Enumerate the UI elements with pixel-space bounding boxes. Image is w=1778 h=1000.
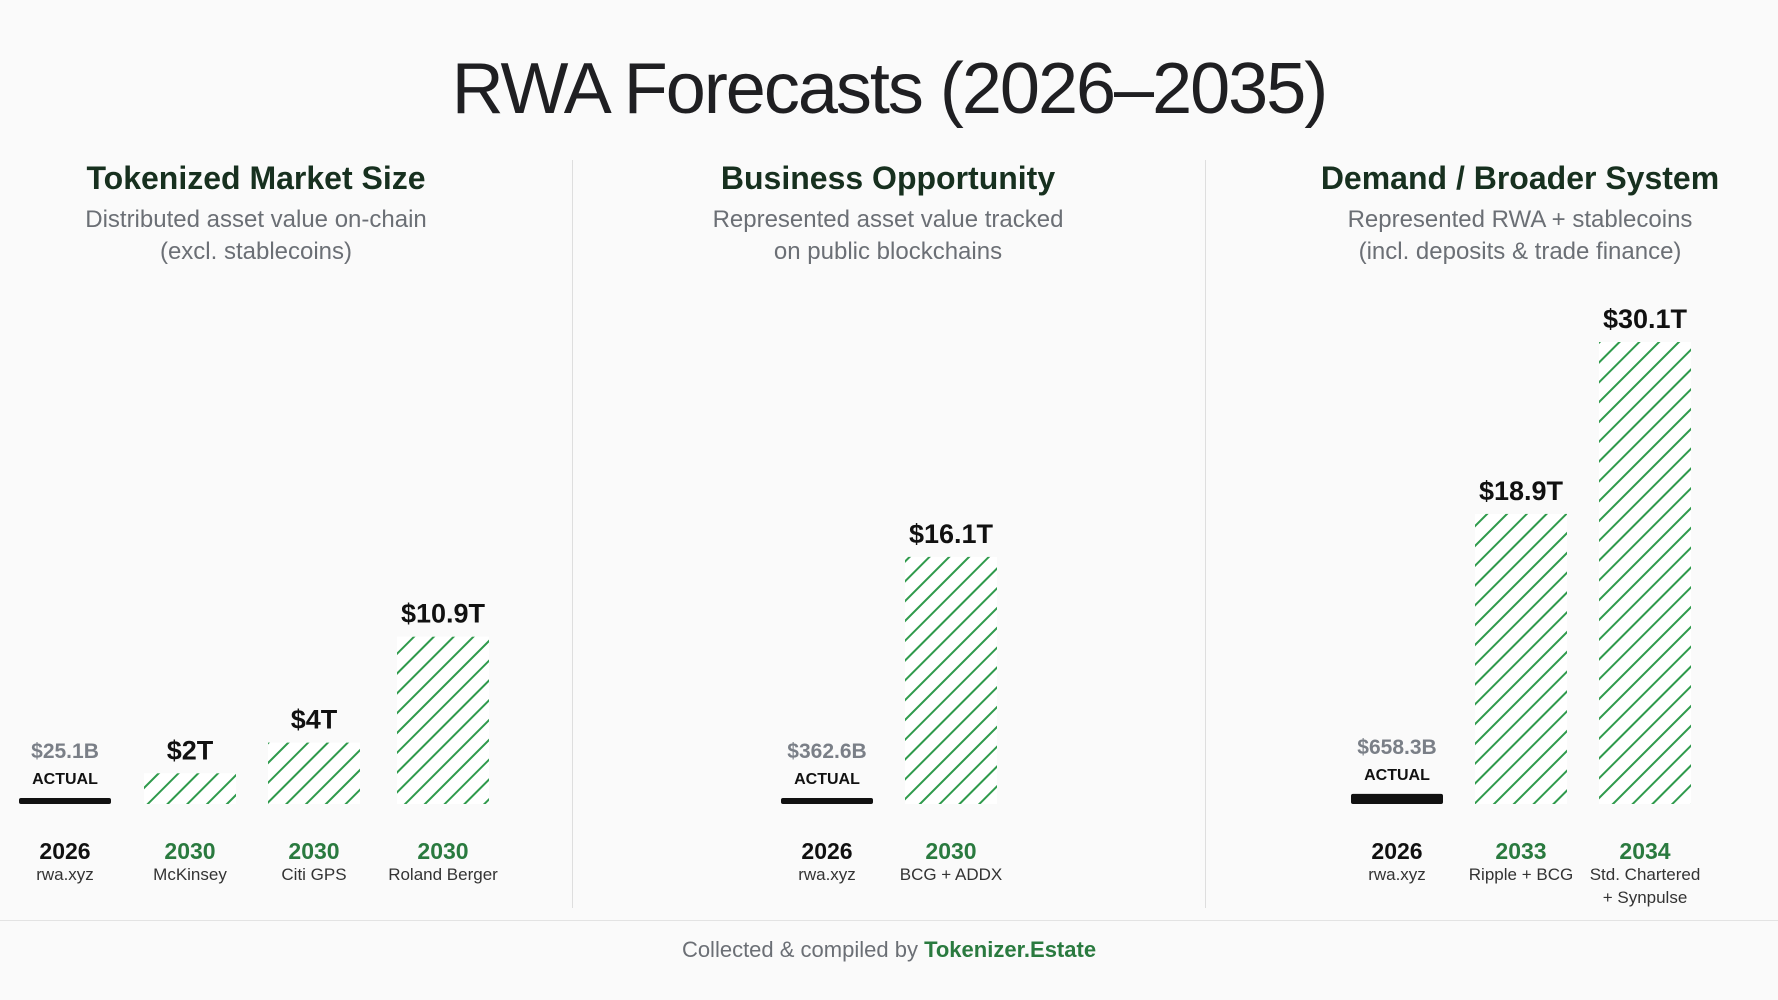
footer-prefix: Collected & compiled by [681,937,925,962]
footer-divider [0,920,1778,921]
panel-subtitle-line: on public blockchains [773,238,1003,265]
panel-title: Tokenized Market Size [86,160,426,196]
panel-subtitle-line: (excl. stablecoins) [159,238,353,265]
panel-divider [572,160,573,908]
panel-title: Demand / Broader System [1320,160,1720,196]
panel-subtitle-line: Distributed asset value on-chain [85,206,427,233]
panel-divider [1205,160,1206,908]
panel-tokenized-market-size: Tokenized Market Size Distributed asset … [0,160,512,910]
panel-subtitle: Represented asset value tracked on publi… [630,204,1146,268]
panel-demand-broader-system: Demand / Broader System Represented RWA … [1260,160,1778,910]
footer-brand: Tokenizer.Estate [924,937,1097,962]
panel-subtitle-line: Represented RWA + stablecoins [1347,206,1693,233]
panel-subtitle: Represented RWA + stablecoins (incl. dep… [1260,204,1778,268]
panel-subtitle-line: (incl. deposits & trade finance) [1358,238,1682,265]
panel-subtitle-line: Represented asset value tracked [712,206,1064,233]
panel-subtitle: Distributed asset value on-chain (excl. … [0,204,512,268]
panel-title: Business Opportunity [720,160,1056,196]
panel-business-opportunity: Business Opportunity Represented asset v… [630,160,1146,910]
page-title: RWA Forecasts (2026–2035) [451,49,1328,129]
footer-credit: Collected & compiled by Tokenizer.Estate [0,937,1778,963]
